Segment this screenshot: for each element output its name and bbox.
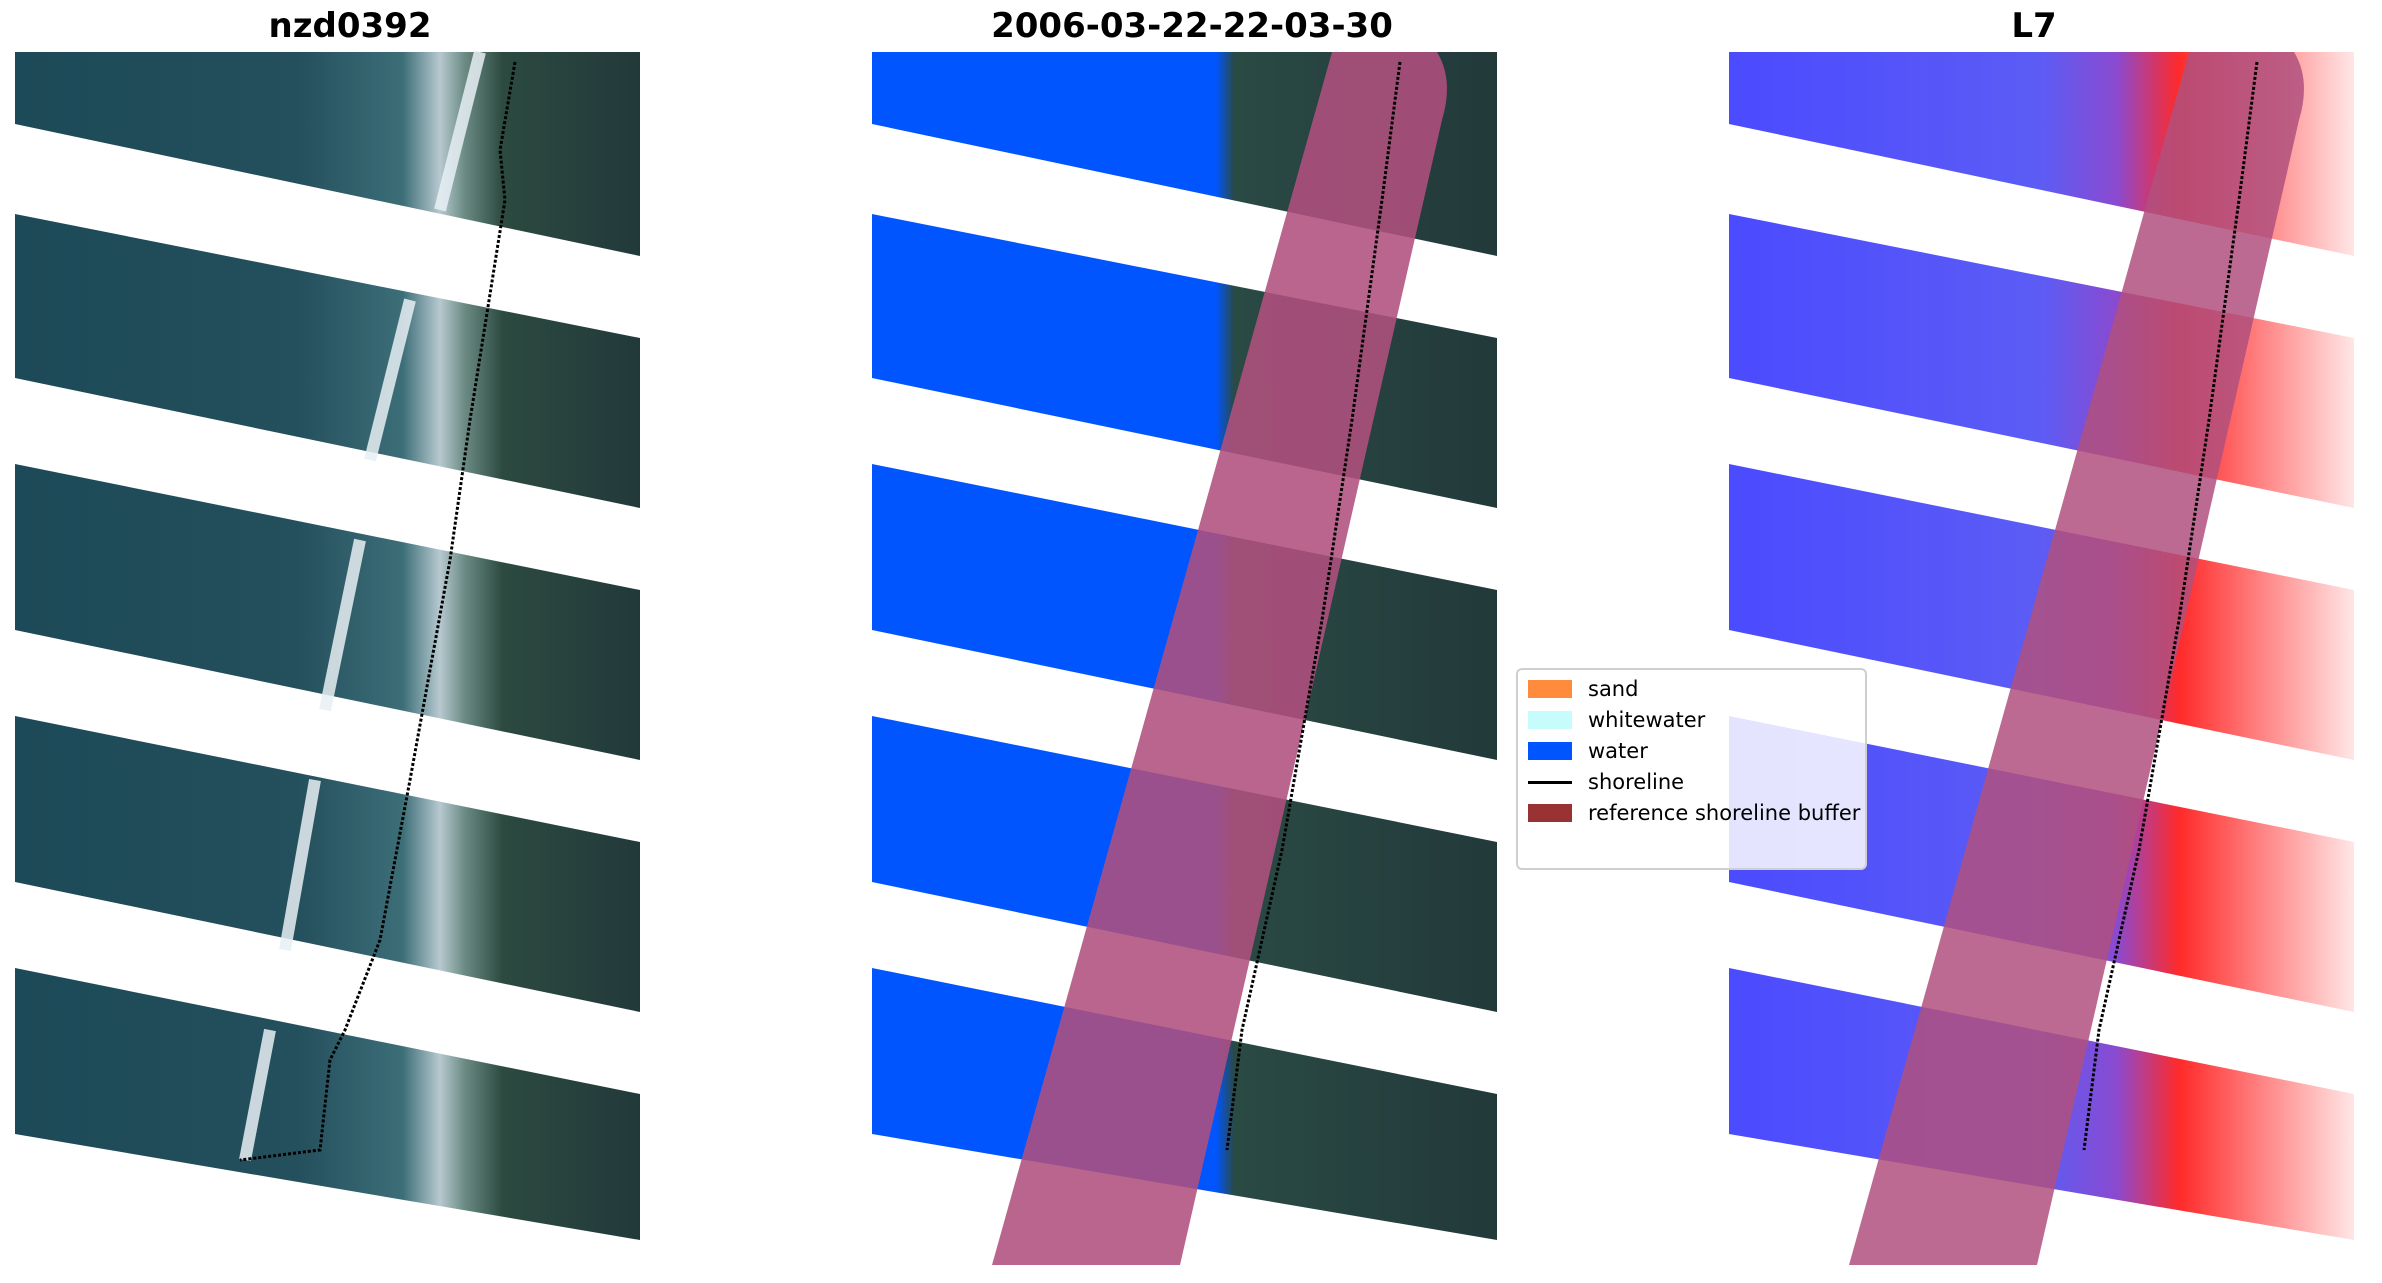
rgb-panel-title: nzd0392 (268, 6, 432, 46)
legend-label: reference shoreline buffer (1588, 801, 1861, 825)
shoreline-line (2082, 61, 2259, 1151)
image-strip (15, 968, 640, 1240)
legend-item-reference-shoreline-buffer: reference shoreline buffer (1528, 800, 1860, 826)
image-strips (15, 52, 640, 1240)
reference-buffer (1849, 52, 2304, 1265)
index-image (1729, 52, 2354, 1265)
legend: sand whitewater water shoreline referenc… (1516, 668, 1867, 870)
legend-item-shoreline: shoreline (1528, 769, 1684, 795)
water-swatch (1528, 742, 1572, 760)
legend-label: shoreline (1588, 770, 1685, 794)
legend-label: whitewater (1588, 708, 1706, 732)
shoreline-line-swatch (1528, 780, 1572, 784)
classification-image (872, 52, 1497, 1265)
index-panel-title: L7 (2011, 6, 2057, 46)
surf-lines (239, 50, 486, 1162)
legend-label: sand (1588, 677, 1639, 701)
image-strip (15, 52, 640, 256)
classification-panel-title: 2006-03-22-22-03-30 (991, 6, 1393, 46)
shoreline-line (1225, 61, 1402, 1151)
reference-buffer-swatch (1528, 804, 1572, 822)
image-strip (15, 214, 640, 508)
whitewater-swatch (1528, 711, 1572, 729)
legend-item-sand: sand (1528, 676, 1638, 702)
index-panel: L7 (1684, 0, 2382, 1283)
classification-panel: 2006-03-22-22-03-30 (842, 0, 1542, 1283)
image-strip (15, 716, 640, 1012)
legend-label: water (1588, 739, 1648, 763)
image-strip (15, 464, 640, 760)
sand-swatch (1528, 680, 1572, 698)
legend-item-water: water (1528, 738, 1648, 764)
shoreline-line (239, 61, 517, 1162)
rgb-image (15, 50, 640, 1240)
reference-buffer (992, 52, 1447, 1265)
legend-item-whitewater: whitewater (1528, 707, 1705, 733)
rgb-panel: nzd0392 (0, 0, 700, 1283)
